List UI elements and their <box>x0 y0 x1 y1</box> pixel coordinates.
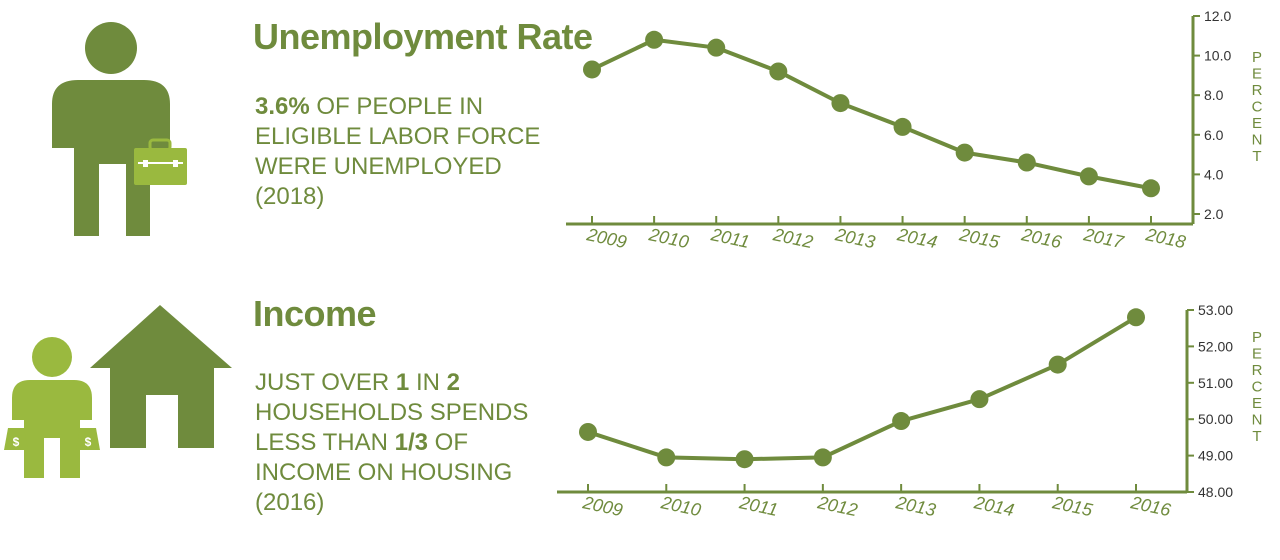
data-point <box>1048 355 1067 374</box>
svg-text:$: $ <box>85 435 92 449</box>
desc-text: JUST OVER <box>255 369 396 396</box>
data-point <box>579 422 597 441</box>
unemployment-rate-value: 3.6% <box>255 93 310 120</box>
income-description: JUST OVER 1 IN 2 HOUSEHOLDS SPENDS LESS … <box>255 368 528 518</box>
y-tick-label: 53.00 <box>1198 302 1233 318</box>
desc-line: WERE UNEMPLOYED <box>255 153 502 180</box>
data-point <box>645 30 664 49</box>
x-tick-label: 2011 <box>737 492 780 520</box>
desc-strong: 1 <box>395 369 410 396</box>
income-title: Income <box>253 293 377 334</box>
data-point <box>1142 179 1160 198</box>
y-tick-label: 8.0 <box>1204 87 1224 103</box>
y-axis-label-letter: E <box>1252 346 1262 363</box>
house-icon <box>90 305 232 448</box>
data-point <box>1017 153 1036 172</box>
x-tick-label: 2014 <box>972 492 1016 520</box>
desc-text: LESS THAN <box>255 429 395 456</box>
y-tick-label: 6.0 <box>1204 127 1224 143</box>
y-tick-label: 48.00 <box>1198 484 1233 500</box>
unemployment-description: 3.6% OF PEOPLE IN ELIGIBLE LABOR FORCE W… <box>255 92 540 212</box>
desc-text: IN <box>409 369 447 396</box>
desc-line: (2018) <box>255 183 325 210</box>
data-point <box>707 38 726 57</box>
x-tick-label: 2013 <box>893 492 937 520</box>
data-point <box>657 448 676 467</box>
y-axis-label-letter: C <box>1252 99 1263 116</box>
data-point <box>583 60 601 79</box>
y-tick-label: 50.00 <box>1198 411 1233 427</box>
data-point <box>735 450 754 469</box>
y-axis-label-letter: E <box>1252 66 1262 83</box>
desc-line: HOUSEHOLDS SPENDS <box>255 399 529 426</box>
y-tick-label: 10.0 <box>1204 48 1231 64</box>
y-axis-label-letter: T <box>1252 428 1261 445</box>
desc-strong: 2 <box>446 369 460 396</box>
data-point <box>813 448 832 467</box>
person-with-money-bags-icon: $ $ <box>4 337 100 478</box>
y-tick-label: 2.0 <box>1204 206 1224 222</box>
desc-strong: 1/3 <box>394 429 428 456</box>
y-axis-label-letter: E <box>1252 115 1262 132</box>
person-with-briefcase-icon <box>52 22 187 236</box>
y-tick-label: 4.0 <box>1204 166 1224 182</box>
y-axis-label-letter: C <box>1252 379 1263 396</box>
data-point <box>892 412 911 431</box>
y-tick-label: 49.00 <box>1198 448 1233 464</box>
desc-line: ELIGIBLE LABOR FORCE <box>255 123 541 150</box>
unemployment-title: Unemployment Rate <box>253 16 593 57</box>
desc-line: (2016) <box>255 489 325 516</box>
series-line <box>587 315 1138 462</box>
y-tick-label: 51.00 <box>1198 375 1233 391</box>
svg-text:$: $ <box>13 435 20 449</box>
data-point <box>769 62 788 81</box>
data-point <box>1127 308 1145 327</box>
series-line <box>591 37 1152 191</box>
x-tick-label: 2016 <box>1128 492 1173 520</box>
y-axis-label-letter: P <box>1252 49 1262 66</box>
y-axis-label-letter: R <box>1252 362 1263 379</box>
y-tick-label: 12.0 <box>1204 8 1231 24</box>
y-axis-label-letter: R <box>1252 82 1263 99</box>
data-point <box>955 143 974 162</box>
y-axis-label-letter: T <box>1252 148 1261 165</box>
data-point <box>970 390 989 409</box>
x-tick-label: 2010 <box>658 492 702 520</box>
y-axis-label-letter: N <box>1252 132 1263 149</box>
desc-line: INCOME ON HOUSING <box>255 459 513 486</box>
data-point <box>893 117 912 136</box>
data-point <box>1079 167 1098 186</box>
desc-text: OF <box>427 429 468 456</box>
desc-line: OF PEOPLE IN <box>309 93 484 120</box>
y-tick-label: 52.00 <box>1198 338 1233 354</box>
x-tick-label: 2012 <box>815 492 859 520</box>
y-axis-label-letter: E <box>1252 395 1262 412</box>
y-axis-label-letter: P <box>1252 329 1262 346</box>
data-point <box>831 94 850 113</box>
x-tick-label: 2015 <box>1050 492 1095 520</box>
y-axis-label-letter: N <box>1252 412 1263 429</box>
x-tick-label: 2009 <box>580 492 624 520</box>
